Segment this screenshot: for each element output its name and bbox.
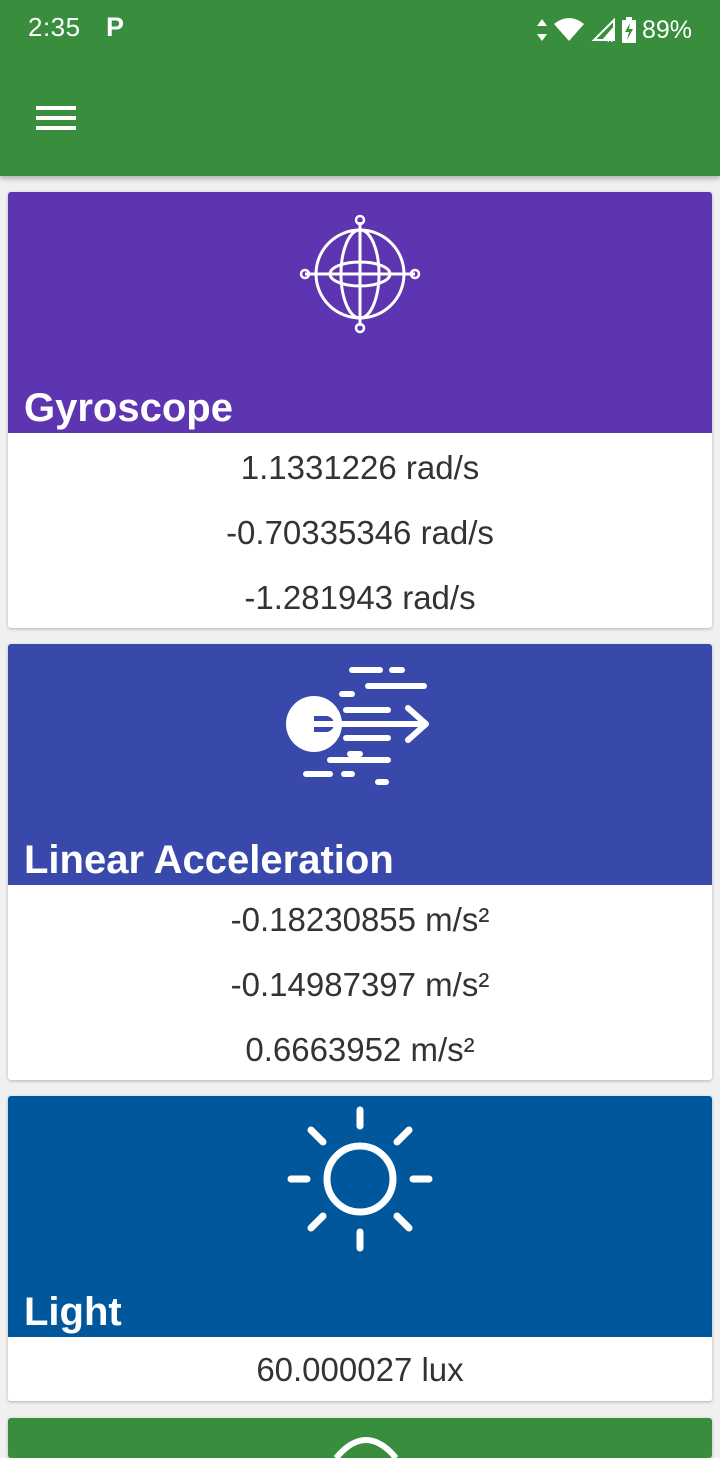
gyroscope-reading-x: 1.1331226 rad/s [240,449,480,486]
data-arrows-icon [536,19,547,41]
gyroscope-reading-y: -0.70335346 rad/s [226,514,494,551]
hamburger-icon [36,106,76,130]
linear-acceleration-reading-z: 0.6663952 m/s² [245,1031,475,1068]
linear-acceleration-icon [286,667,429,785]
gyroscope-readings: 1.1331226 rad/s -0.70335346 rad/s -1.281… [8,433,712,628]
gyroscope-card[interactable]: Gyroscope 1.1331226 rad/s -0.70335346 ra… [8,192,712,628]
menu-button[interactable] [28,94,84,142]
p-icon: P [106,12,125,42]
linear-acceleration-card-header: Linear Acceleration [8,644,712,885]
linear-acceleration-readings: -0.18230855 m/s² -0.14987397 m/s² 0.6663… [8,885,712,1080]
battery-percent: 89% [641,15,692,44]
status-bar: 2:35 P x 89% [0,0,720,60]
linear-acceleration-card[interactable]: Linear Acceleration -0.18230855 m/s² -0.… [8,644,712,1080]
light-readings: 60.000027 lux [8,1337,712,1401]
light-card-header: Light [8,1096,712,1337]
status-icons: x 89% [536,12,692,48]
svg-text:x: x [607,34,613,42]
light-reading: 60.000027 lux [256,1351,464,1388]
linear-acceleration-reading-y: -0.14987397 m/s² [230,966,490,1003]
next-sensor-icon [333,1437,399,1458]
status-time: 2:35 [28,12,81,42]
app-bar [0,60,720,176]
linear-acceleration-title: Linear Acceleration [24,838,394,882]
cell-signal-icon: x [591,18,615,42]
gyroscope-title: Gyroscope [24,386,233,430]
battery-charging-icon [621,17,636,43]
wifi-icon [553,18,584,41]
gyroscope-icon [299,214,421,334]
light-card[interactable]: Light 60.000027 lux [8,1096,712,1401]
linear-acceleration-reading-x: -0.18230855 m/s² [230,901,490,938]
light-title: Light [24,1290,122,1334]
gyroscope-card-header: Gyroscope [8,192,712,433]
sun-icon [287,1106,433,1252]
next-sensor-card[interactable] [8,1418,712,1458]
gyroscope-reading-z: -1.281943 rad/s [244,579,476,616]
